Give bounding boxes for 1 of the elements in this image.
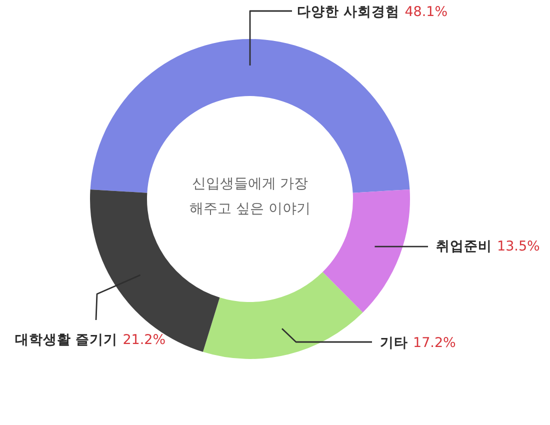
title: 신입생들에게 가장 해주고 싶은 이야기	[188, 175, 312, 219]
